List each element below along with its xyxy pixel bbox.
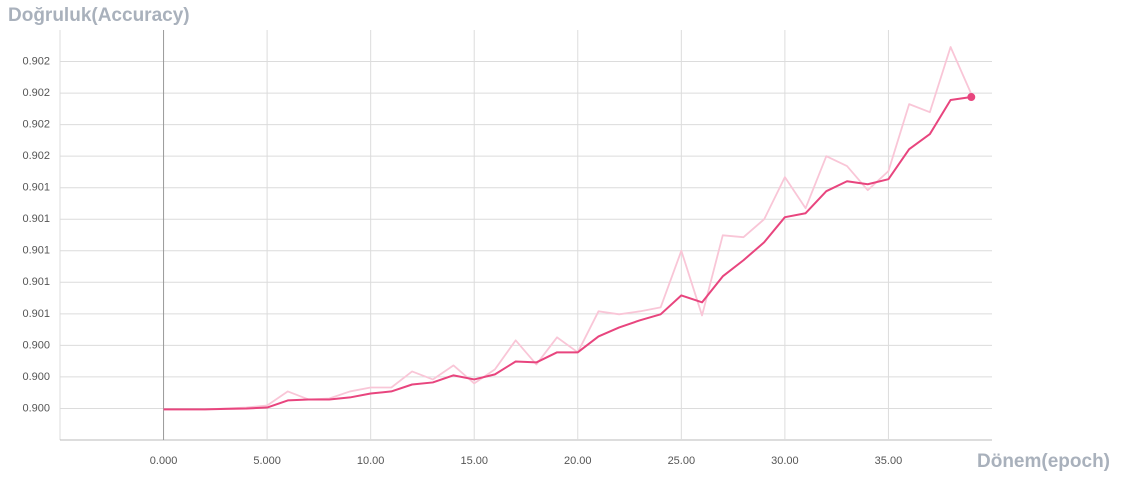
y-tick-label: 0.901 — [22, 276, 50, 288]
end-point — [967, 93, 976, 102]
series-line — [163, 96, 972, 411]
y-tick-label: 0.901 — [22, 245, 50, 257]
chart-title: Doğruluk(Accuracy) — [8, 5, 190, 26]
y-tick-label: 0.900 — [22, 402, 50, 414]
x-tick-label: 10.00 — [357, 455, 385, 467]
x-tick-label: 5.000 — [253, 455, 281, 467]
y-tick-label: 0.902 — [22, 55, 50, 67]
x-tick-label: 35.00 — [875, 455, 903, 467]
y-tick-label: 0.902 — [22, 150, 50, 162]
x-tick-label: 30.00 — [771, 455, 799, 467]
y-tick-label: 0.902 — [22, 87, 50, 99]
y-tick-label: 0.902 — [22, 119, 50, 131]
y-tick-label: 0.900 — [22, 339, 50, 351]
x-tick-label: 0.000 — [150, 455, 178, 467]
x-tick-label: 15.00 — [460, 455, 488, 467]
y-tick-label: 0.901 — [22, 308, 50, 320]
y-tick-label: 0.901 — [22, 182, 50, 194]
y-tick-label: 0.901 — [22, 213, 50, 225]
series-line — [163, 46, 973, 411]
x-axis-label: Dönem(epoch) — [977, 451, 1110, 472]
x-tick-label: 25.00 — [668, 455, 696, 467]
y-tick-label: 0.900 — [22, 371, 50, 383]
x-tick-label: 20.00 — [564, 455, 592, 467]
